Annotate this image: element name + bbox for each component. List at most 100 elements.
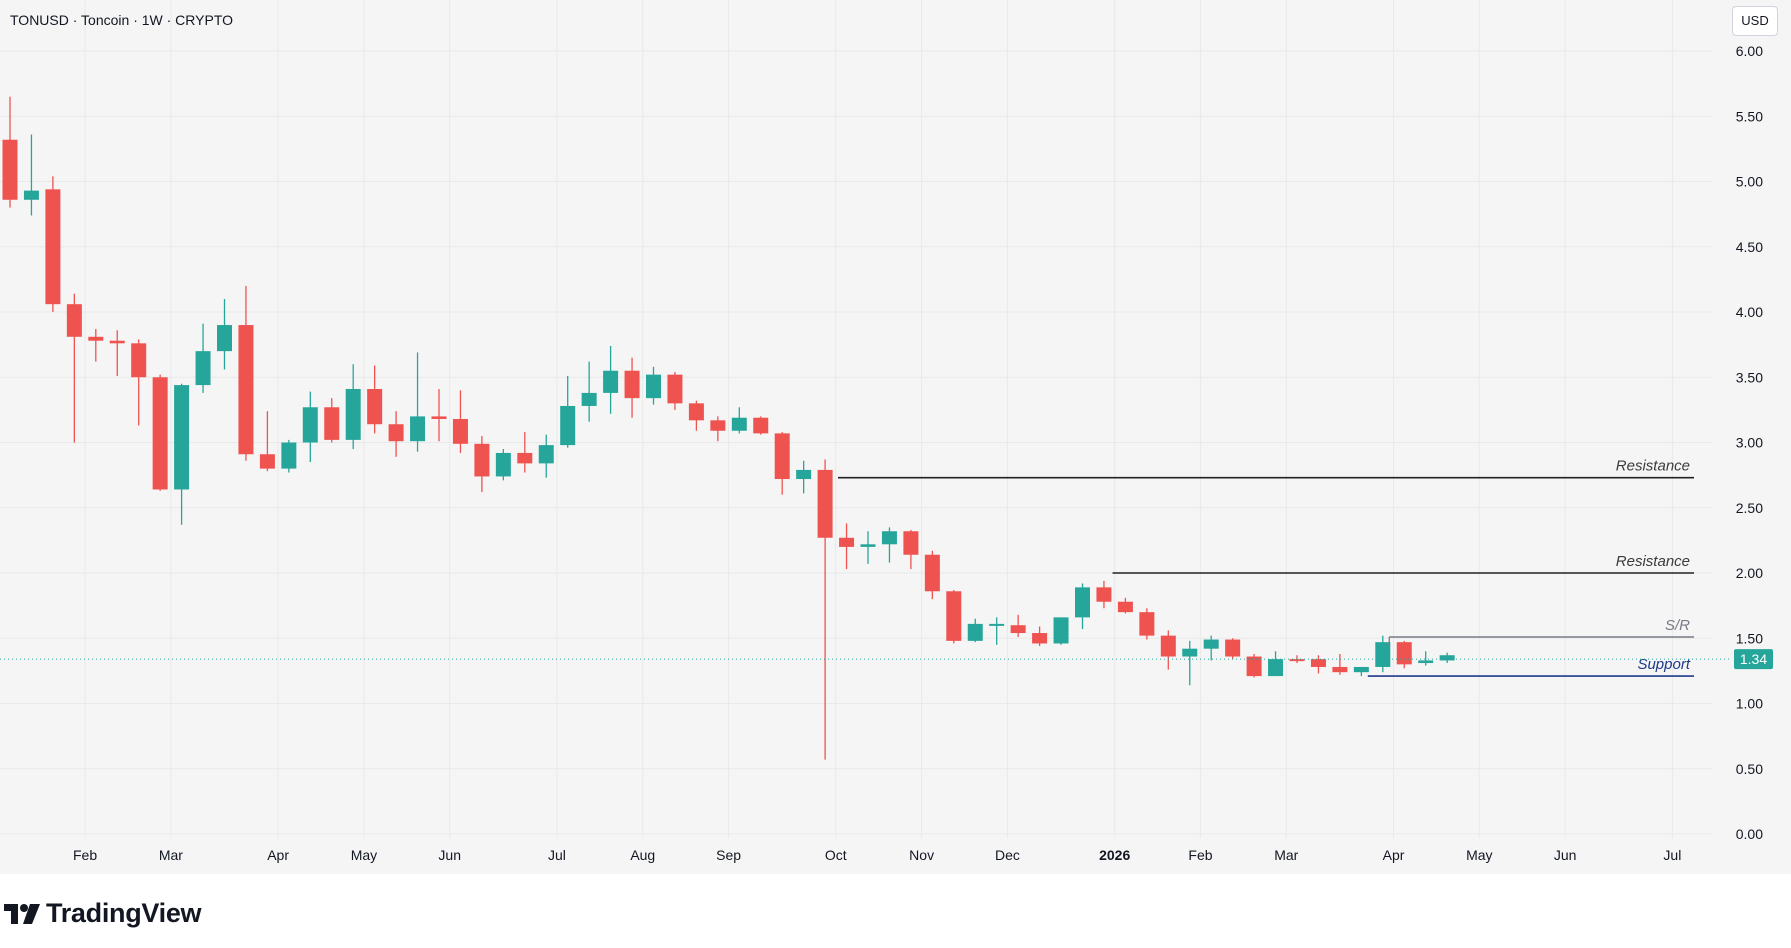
x-tick-label: Jul: [1663, 847, 1681, 863]
candle-body[interactable]: [1032, 633, 1048, 644]
tradingview-logo[interactable]: TradingView: [4, 898, 202, 929]
candle-body[interactable]: [1310, 659, 1326, 667]
x-tick-label: Sep: [716, 847, 741, 863]
candle-body[interactable]: [1396, 642, 1412, 665]
candle-body[interactable]: [946, 591, 962, 641]
x-tick-label: Apr: [1383, 847, 1405, 863]
x-tick-label: Apr: [267, 847, 289, 863]
candle-body[interactable]: [753, 417, 769, 434]
candle-body[interactable]: [1246, 656, 1262, 677]
candle-body[interactable]: [667, 374, 683, 404]
candle-body[interactable]: [431, 416, 447, 420]
candle-body[interactable]: [624, 370, 640, 399]
x-tick-label: Mar: [159, 847, 183, 863]
candlestick-chart[interactable]: 6.00 5.50 5.00 4.50 4.00 3.50 3.00 2.50 2.00 1.50…: [0, 0, 1791, 874]
candle-body[interactable]: [474, 443, 490, 477]
candle-body[interactable]: [410, 416, 426, 442]
candle-body[interactable]: [839, 537, 855, 547]
candle-body[interactable]: [1010, 625, 1026, 634]
y-tick-label: 6.00: [1736, 43, 1763, 59]
x-tick-label: Aug: [630, 847, 655, 863]
candle-body[interactable]: [217, 325, 232, 352]
tradingview-wordmark: TradingView: [46, 898, 202, 928]
candle-body[interactable]: [1182, 648, 1198, 657]
y-tick-label: 5.50: [1736, 108, 1763, 124]
candle-body[interactable]: [517, 452, 533, 464]
candle-body[interactable]: [581, 392, 597, 406]
y-tick-label: 0.50: [1736, 761, 1763, 777]
chart-area[interactable]: [0, 0, 1791, 875]
last-price-badge: [1734, 649, 1773, 670]
candle-body[interactable]: [1225, 639, 1241, 657]
y-tick-label: 0.00: [1736, 826, 1763, 842]
candle-body[interactable]: [1353, 666, 1369, 673]
candle-body[interactable]: [2, 139, 18, 200]
candle-body[interactable]: [603, 370, 619, 393]
candle-body[interactable]: [1289, 659, 1305, 662]
x-tick-label: Jul: [548, 847, 566, 863]
x-tick-label: 2026: [1099, 847, 1130, 863]
candle-body[interactable]: [1096, 587, 1112, 602]
candle-body[interactable]: [238, 325, 254, 455]
candle-body[interactable]: [1332, 666, 1348, 673]
candle-body[interactable]: [774, 433, 790, 480]
candle-body[interactable]: [710, 420, 726, 431]
x-tick-label: Dec: [995, 847, 1020, 863]
y-tick-label: 1.00: [1736, 696, 1763, 712]
candle-body[interactable]: [495, 452, 511, 477]
candle-body[interactable]: [302, 407, 318, 443]
candle-body[interactable]: [388, 424, 404, 442]
candle-body[interactable]: [324, 407, 340, 440]
candle-body[interactable]: [538, 445, 554, 464]
candle-body[interactable]: [1375, 642, 1391, 667]
candle-body[interactable]: [560, 405, 576, 446]
sr-label: S/R: [1665, 617, 1690, 634]
candle-body[interactable]: [452, 419, 468, 444]
candle-body[interactable]: [1418, 660, 1434, 664]
candle-body[interactable]: [860, 544, 876, 547]
candle-body[interactable]: [1053, 617, 1069, 644]
candle-body[interactable]: [88, 336, 104, 341]
candle-body[interactable]: [109, 340, 125, 344]
candle-body[interactable]: [1268, 659, 1284, 677]
candle-body[interactable]: [817, 469, 833, 538]
candle-body[interactable]: [174, 385, 190, 490]
candle-body[interactable]: [796, 469, 812, 480]
candle-body[interactable]: [195, 351, 211, 386]
candle-body[interactable]: [131, 343, 147, 378]
candle-body[interactable]: [1139, 612, 1155, 636]
candle-body[interactable]: [688, 403, 704, 421]
candle-body[interactable]: [1439, 655, 1455, 661]
candle-body[interactable]: [152, 377, 168, 490]
candle-body[interactable]: [281, 442, 297, 469]
candle-body[interactable]: [881, 531, 897, 545]
candle-body[interactable]: [1160, 635, 1176, 657]
candle-body[interactable]: [367, 388, 383, 425]
y-tick-label: 4.00: [1736, 304, 1763, 320]
candle-body[interactable]: [903, 531, 919, 555]
x-tick-label: Nov: [909, 847, 934, 863]
candle-body[interactable]: [1075, 587, 1090, 618]
support-label: Support: [1637, 656, 1690, 673]
candle-body[interactable]: [345, 388, 361, 440]
candle-body[interactable]: [1117, 601, 1133, 613]
candle-body[interactable]: [967, 623, 983, 641]
tradingview-icon: [4, 903, 40, 924]
x-tick-label: Mar: [1274, 847, 1298, 863]
candle-body[interactable]: [731, 417, 747, 431]
candle-body[interactable]: [1203, 639, 1219, 649]
symbol-title: TONUSD · Toncoin · 1W · CRYPTO: [10, 12, 234, 28]
last-price-label: 1.34: [1740, 651, 1767, 667]
x-tick-label: Feb: [73, 847, 97, 863]
candle-body[interactable]: [45, 189, 61, 305]
candle-body[interactable]: [646, 374, 661, 399]
candle-body[interactable]: [924, 554, 940, 592]
footer: [0, 874, 1791, 948]
currency-button[interactable]: USD: [1732, 6, 1778, 36]
candle-body[interactable]: [989, 623, 1005, 626]
resistance-label: Resistance: [1616, 458, 1690, 475]
x-tick-label: Oct: [825, 847, 847, 863]
candle-body[interactable]: [259, 454, 275, 469]
candle-body[interactable]: [23, 190, 39, 200]
candle-body[interactable]: [66, 304, 82, 337]
